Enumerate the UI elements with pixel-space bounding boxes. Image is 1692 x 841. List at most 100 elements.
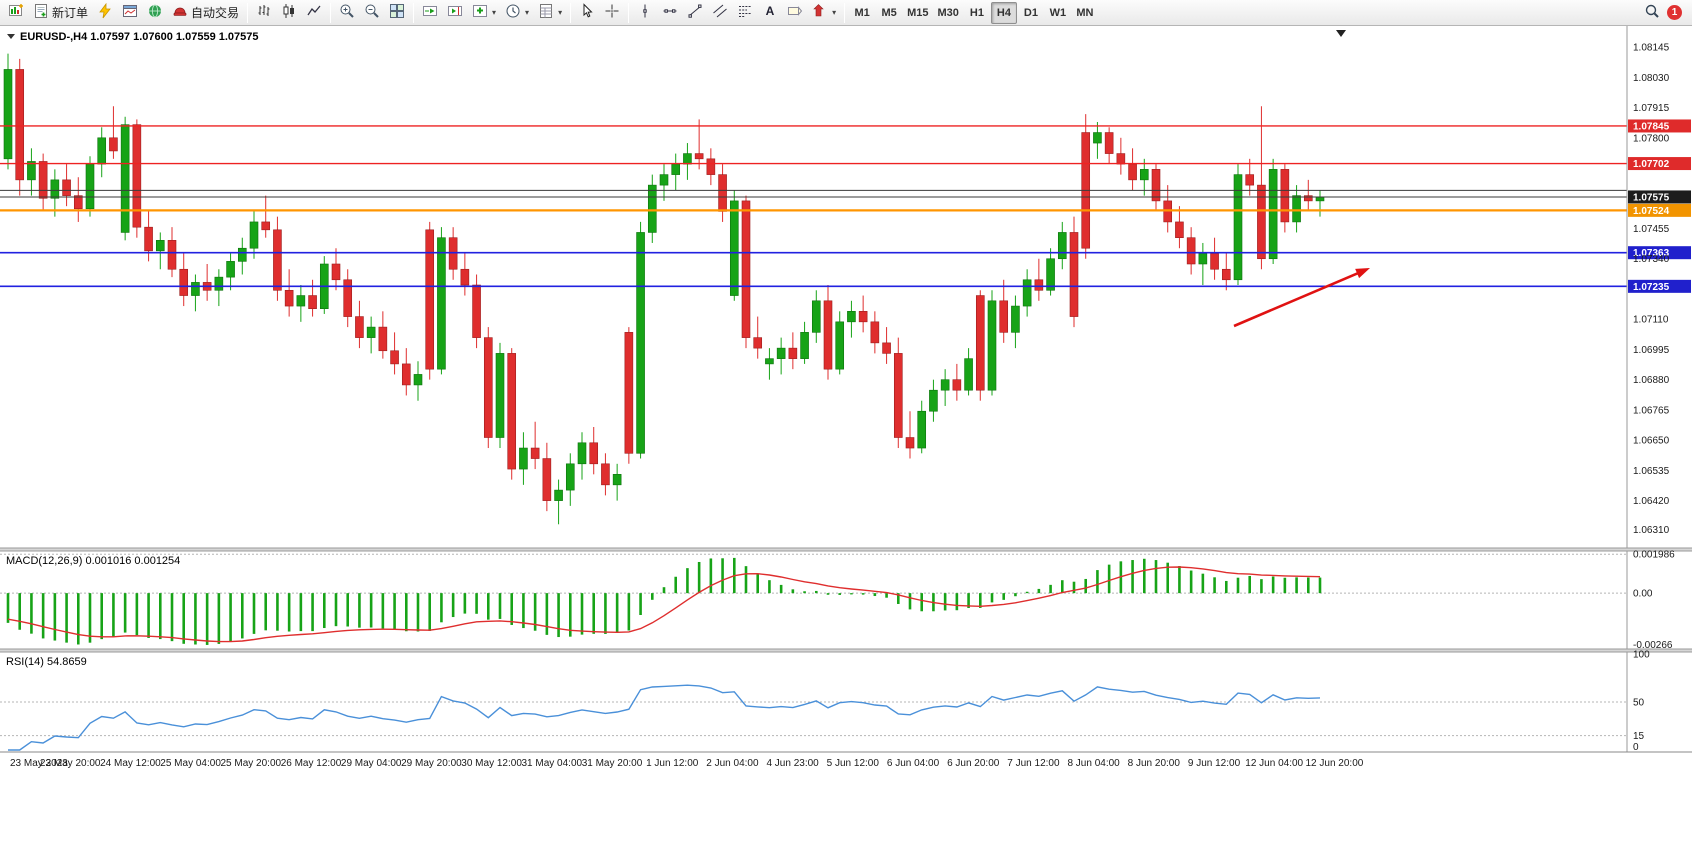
price-axis-label: 1.06420: [1633, 496, 1670, 507]
time-axis-label: 7 Jun 12:00: [1007, 758, 1060, 769]
auto-trading-button[interactable]: 自动交易: [168, 2, 243, 24]
bull-candle: [226, 261, 235, 278]
timeframe-m5-button[interactable]: M5: [876, 2, 902, 24]
bull-candle: [191, 282, 200, 296]
new-chart-button[interactable]: [4, 2, 28, 24]
time-axis-label: 9 Jun 12:00: [1188, 758, 1241, 769]
quick-trade-button[interactable]: [93, 2, 117, 24]
bear-candle: [1175, 221, 1184, 239]
timeframe-m30-button[interactable]: M30: [934, 2, 963, 24]
tile-windows-button[interactable]: [385, 2, 409, 24]
new-order-button-label: 新订单: [52, 6, 89, 20]
price-axis-label: 1.06650: [1633, 436, 1670, 447]
periods-icon: [505, 3, 521, 22]
toolbar-separator: [247, 2, 249, 23]
price-badge: [1628, 279, 1691, 293]
bear-candle: [1186, 237, 1196, 265]
templates-button[interactable]: ▾: [534, 2, 566, 24]
text-button[interactable]: A: [758, 2, 782, 24]
chart-shift-button[interactable]: [443, 2, 467, 24]
crosshair-button[interactable]: [600, 2, 624, 24]
auto-scroll-button[interactable]: [418, 2, 442, 24]
rsi-axis-label: 100: [1633, 650, 1650, 661]
bear-candle: [718, 174, 727, 212]
trend-arrow-annotation[interactable]: [1233, 268, 1370, 328]
timeframe-h1-button[interactable]: H1: [964, 2, 990, 24]
new-order-button[interactable]: 新订单: [29, 2, 92, 24]
bull-candle: [155, 240, 165, 252]
price-axis-label: 1.06535: [1633, 466, 1670, 477]
bear-candle: [179, 268, 189, 296]
bull-candle: [1046, 258, 1055, 291]
bear-candle: [706, 158, 716, 175]
price-axis-label: 1.07110: [1633, 315, 1669, 326]
zoom-out-icon: [364, 3, 380, 22]
trendline-button[interactable]: [683, 2, 707, 24]
bear-candle: [1128, 163, 1137, 181]
symbol-collapse-icon[interactable]: [7, 34, 15, 39]
vertical-line-button[interactable]: [633, 2, 657, 24]
bear-candle: [870, 321, 880, 344]
search-button[interactable]: [1640, 2, 1664, 24]
chart-workspace[interactable]: 1.07845 1.07702 1.07575 1.07524 1.07363 1.072…: [0, 26, 1692, 841]
arrow-shaft: [1233, 269, 1364, 328]
bear-candle: [542, 458, 552, 501]
periods-button[interactable]: ▾: [501, 2, 533, 24]
time-axis-label: 29 May 04:00: [341, 758, 402, 769]
cursor-button[interactable]: [575, 2, 599, 24]
dropdown-caret-icon: ▾: [832, 8, 837, 17]
time-axis-label: 6 Jun 04:00: [887, 758, 940, 769]
toolbar: 新订单 自动交易 ▾ ▾ ▾ A ▾ M1 M5 M15 M30 H1 H4 D1 W1 MN 1: [0, 0, 1692, 26]
panel-separator[interactable]: [0, 649, 1692, 652]
bear-candle: [167, 240, 177, 270]
bear-candle: [694, 153, 704, 160]
zoom-in-icon: [339, 3, 355, 22]
bull-candle: [776, 347, 786, 359]
bull-candle: [565, 463, 575, 491]
timeframe-d1-button[interactable]: D1: [1018, 2, 1044, 24]
bear-candle: [1280, 169, 1290, 223]
bear-candle: [741, 200, 751, 338]
timeframe-w1-button[interactable]: W1: [1045, 2, 1071, 24]
timeframe-m15-button[interactable]: M15: [903, 2, 932, 24]
time-axis-label: 25 May 20:00: [220, 758, 281, 769]
profiles-button[interactable]: [118, 2, 142, 24]
zoom-in-button[interactable]: [335, 2, 359, 24]
toolbar-separator: [330, 2, 332, 23]
price-axis-label: 1.07800: [1633, 133, 1670, 144]
channel-button[interactable]: [708, 2, 732, 24]
text-label-button[interactable]: [783, 2, 807, 24]
panel-separator[interactable]: [0, 548, 1692, 551]
timeframe-mn-button[interactable]: MN: [1072, 2, 1098, 24]
price-badge: [1628, 190, 1691, 204]
chart-shift-marker-icon[interactable]: [1336, 30, 1346, 37]
price-axis-label: 1.08145: [1633, 43, 1670, 54]
bull-candle: [85, 163, 95, 210]
notification-badge[interactable]: 1: [1667, 5, 1682, 20]
bear-candle: [261, 221, 271, 231]
bear-candle: [425, 229, 435, 370]
bear-candle: [1034, 279, 1044, 291]
timeframe-h4-button[interactable]: H4: [990, 1, 1017, 24]
bull-candle: [765, 358, 774, 365]
arrows-button[interactable]: ▾: [808, 2, 840, 24]
community-button[interactable]: [143, 2, 167, 24]
indicators-button[interactable]: ▾: [468, 2, 500, 24]
macd-indicator-header: MACD(12,26,9) 0.001016 0.001254: [6, 555, 180, 567]
bull-candle: [835, 321, 845, 370]
globe-icon: [147, 3, 163, 22]
zoom-out-button[interactable]: [360, 2, 384, 24]
timeframe-m1-button[interactable]: M1: [849, 2, 875, 24]
bull-candle: [214, 276, 224, 291]
horizontal-line-button[interactable]: [658, 2, 682, 24]
line-chart-button[interactable]: [302, 2, 326, 24]
arrows-icon: [812, 3, 828, 22]
fibonacci-button[interactable]: [733, 2, 757, 24]
candlestick-chart-button[interactable]: [277, 2, 301, 24]
bar-chart-button[interactable]: [252, 2, 276, 24]
bear-candle: [905, 437, 915, 449]
price-badge: [1628, 246, 1691, 260]
bear-candle: [1257, 184, 1266, 260]
bear-candle: [952, 379, 962, 391]
candlesticks: [3, 53, 1325, 525]
